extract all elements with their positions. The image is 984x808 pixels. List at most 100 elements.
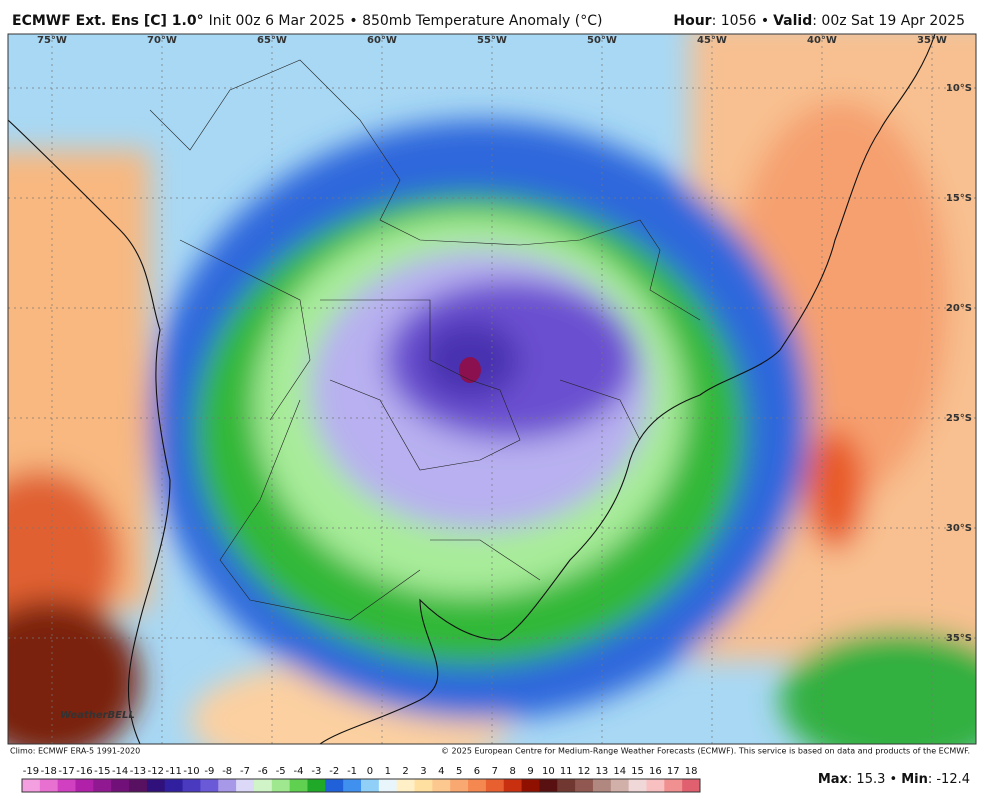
coastline	[319, 34, 936, 744]
colorbar-swatch	[236, 779, 255, 792]
colorbar-swatch	[271, 779, 291, 792]
colorbar-label: -6	[258, 766, 268, 777]
colorbar-swatch	[111, 779, 130, 792]
borders	[149, 59, 701, 621]
colorbar-label: 0	[367, 766, 373, 777]
colorbar-swatch	[628, 779, 647, 792]
colorbar-swatch	[22, 779, 41, 792]
colorbar-label: -11	[165, 766, 181, 777]
grid	[8, 34, 976, 744]
lon-label: 75°W	[37, 35, 67, 46]
graticule	[8, 34, 976, 744]
colorbar-swatch	[289, 779, 308, 792]
lon-label: 65°W	[257, 35, 287, 46]
colorbar-label: -19	[23, 766, 39, 777]
hour-value: : 1056 •	[712, 13, 770, 29]
colorbar-label: -1	[347, 766, 357, 777]
header-left: ECMWF Ext. Ens [C] 1.0° Init 00z 6 Mar 20…	[12, 13, 602, 29]
logo: WeatherBELL	[60, 710, 135, 721]
cool-southeast	[780, 630, 976, 744]
colorbar-swatch	[539, 779, 558, 792]
init: Init 00z 6 Mar 2025 • 850mb Temperature …	[209, 13, 603, 29]
lat-label: 15°S	[946, 193, 972, 204]
colorbar-label: -9	[204, 766, 214, 777]
header-right: Hour: 1056 • Valid: 00z Sat 19 Apr 2025	[673, 13, 965, 29]
colorbar-swatch	[557, 779, 576, 792]
lat-label: 35°S	[946, 633, 972, 644]
anomaly-field	[8, 34, 976, 744]
colorbar-swatch	[592, 779, 612, 792]
colorbar-label: 10	[542, 766, 555, 777]
colorbar-swatch	[432, 779, 451, 792]
map: WeatherBELL	[8, 34, 976, 744]
colorbar-swatch	[521, 779, 540, 792]
colorbar-label: 6	[474, 766, 480, 777]
colorbar-label: -10	[183, 766, 199, 777]
colorbar-swatch	[450, 779, 469, 792]
colorbar: -19 -18 -17 -16 -15 -14 -13 -12 -11 -10 -9 -8 -7 -6 -5…	[21, 766, 701, 793]
colorbar-swatch	[146, 779, 166, 792]
colorbar-label: 4	[438, 766, 444, 777]
colorbar-label: 13	[596, 766, 609, 777]
lat-label: 10°S	[946, 83, 972, 94]
hot-core	[8, 600, 140, 744]
colorbar-swatch	[253, 779, 273, 792]
max-value: : 15.3 •	[848, 772, 897, 787]
colorbar-swatch	[646, 779, 665, 792]
min-value: : -12.4	[928, 772, 970, 787]
valid-label: Valid	[773, 13, 812, 29]
colorbar-label: -14	[112, 766, 128, 777]
colorbar-swatch	[343, 779, 362, 792]
colorbar-frame	[21, 778, 701, 793]
stats: Max: 15.3 • Min: -12.4	[818, 772, 970, 787]
colorbar-label: 7	[492, 766, 498, 777]
colorbar-swatch	[307, 779, 326, 792]
colorbar-label: -13	[130, 766, 146, 777]
colorbar-swatch	[378, 779, 398, 792]
colorbar-swatch	[57, 779, 77, 792]
climo: Climo: ECMWF ERA-5 1991-2020	[10, 747, 140, 756]
lon-label: 55°W	[477, 35, 507, 46]
colorbar-swatch	[396, 779, 416, 792]
colorbar-label: -4	[294, 766, 304, 777]
colorbar-label: 5	[456, 766, 462, 777]
colorbar-label: -16	[76, 766, 92, 777]
colorbar-label: -5	[276, 766, 286, 777]
min-label: Min	[901, 772, 928, 787]
copyright: © 2025 European Centre for Medium-Range …	[441, 747, 970, 756]
colorbar-swatch	[129, 779, 148, 792]
colorbar-swatch	[218, 779, 237, 792]
colorbar-label: -7	[240, 766, 250, 777]
colorbar-swatch	[682, 779, 701, 792]
colorbar-label: -18	[41, 766, 57, 777]
colorbar-label: 18	[685, 766, 698, 777]
lon-label: 50°W	[587, 35, 617, 46]
valid-value: : 00z Sat 19 Apr 2025	[812, 13, 965, 29]
colorbar-label: -15	[94, 766, 110, 777]
colorbar-swatch	[575, 779, 594, 792]
min-core	[459, 357, 481, 383]
colorbar-label: 14	[613, 766, 626, 777]
lon-label: 45°W	[697, 35, 727, 46]
colorbar-swatch	[468, 779, 487, 792]
lon-label: 35°W	[917, 35, 947, 46]
colorbar-label: 16	[649, 766, 662, 777]
lon-label: 70°W	[147, 35, 177, 46]
colorbar-label: 8	[509, 766, 515, 777]
lon-label: 60°W	[367, 35, 397, 46]
colorbar-swatch	[39, 779, 59, 792]
colorbar-swatch	[485, 779, 505, 792]
colorbar-swatch	[664, 779, 683, 792]
lat-label: 20°S	[946, 303, 972, 314]
lat-label: 30°S	[946, 523, 972, 534]
colorbar-swatch	[75, 779, 94, 792]
colorbar-label: -3	[311, 766, 321, 777]
colorbar-swatch	[361, 779, 380, 792]
colorbar-swatch	[325, 779, 344, 792]
lon-label: 40°W	[807, 35, 837, 46]
colorbar-swatch	[503, 779, 523, 792]
warm-core	[805, 430, 865, 550]
colorbar-swatch	[182, 779, 201, 792]
colorbar-label: 15	[631, 766, 644, 777]
colorbar-swatch	[200, 779, 219, 792]
